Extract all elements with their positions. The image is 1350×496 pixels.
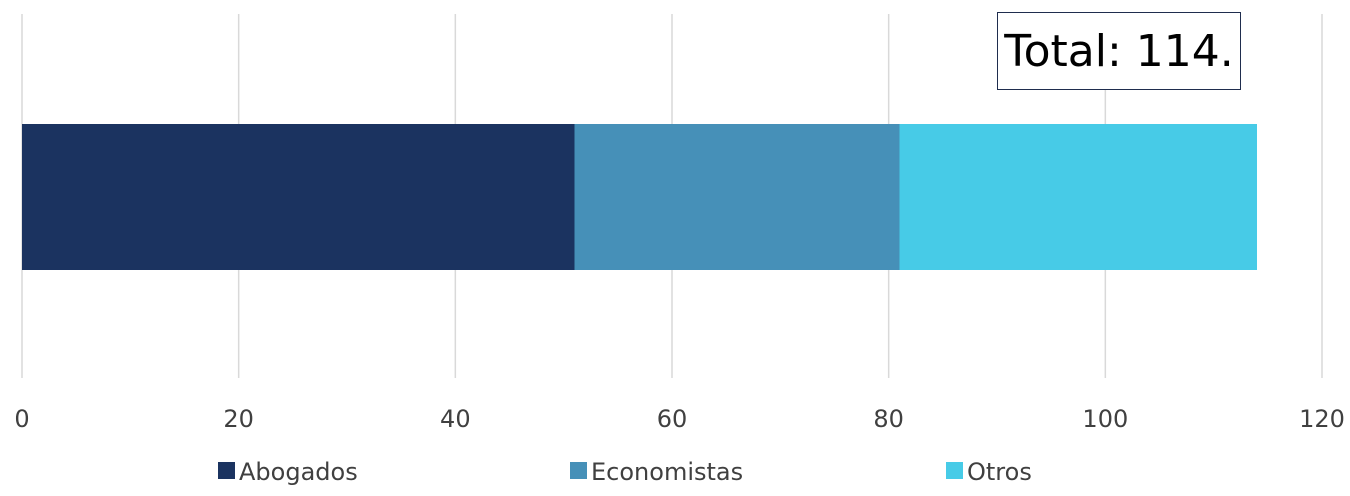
legend-label-abogados: Abogados	[239, 458, 358, 486]
x-tick-label-100: 100	[1082, 405, 1128, 433]
bar-otros	[899, 124, 1257, 270]
total-annotation: Total: 114.	[997, 12, 1241, 90]
x-tick-label-20: 20	[223, 405, 254, 433]
legend-swatch-otros	[946, 462, 963, 479]
legend-label-economistas: Economistas	[591, 458, 743, 486]
bars	[22, 124, 1257, 270]
legend-swatch-abogados	[218, 462, 235, 479]
legend: Abogados Economistas Otros	[218, 458, 1032, 486]
x-tick-label-0: 0	[14, 405, 29, 433]
x-tick-label-120: 120	[1299, 405, 1345, 433]
x-tick-label-40: 40	[440, 405, 471, 433]
x-axis-ticks: 0 20 40 60 80 100 120	[14, 405, 1345, 433]
legend-swatch-economistas	[570, 462, 587, 479]
bar-economistas	[574, 124, 900, 270]
x-tick-label-80: 80	[873, 405, 904, 433]
legend-label-otros: Otros	[967, 458, 1032, 486]
bar-abogados	[22, 124, 575, 270]
x-tick-label-60: 60	[657, 405, 688, 433]
